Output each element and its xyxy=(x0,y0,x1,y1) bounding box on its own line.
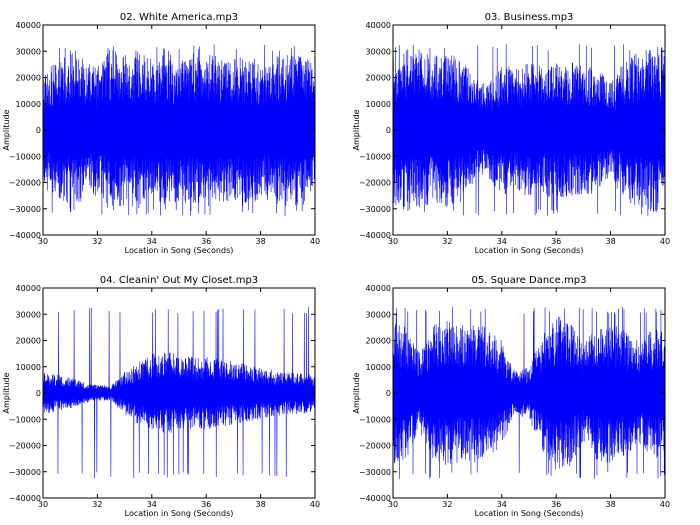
y-tick-label: 20000 xyxy=(366,74,391,83)
x-axis-label: Location in Song (Seconds) xyxy=(475,509,584,518)
y-tick-label: −10000 xyxy=(9,415,41,424)
waveform-line xyxy=(42,44,316,216)
x-axis-label: Location in Song (Seconds) xyxy=(125,246,234,255)
x-tick-label: 38 xyxy=(256,237,266,246)
y-tick-label: 20000 xyxy=(16,74,41,83)
y-tick-label: 40000 xyxy=(16,21,41,30)
y-tick-label: −30000 xyxy=(359,205,391,214)
x-tick-label: 40 xyxy=(660,500,670,509)
waveform-line xyxy=(42,307,316,479)
x-tick-label: 34 xyxy=(147,500,157,509)
waveform-line xyxy=(392,307,666,479)
y-tick-label: 30000 xyxy=(366,310,391,319)
y-tick-label: 30000 xyxy=(16,310,41,319)
y-tick-label: −30000 xyxy=(9,468,41,477)
x-tick-label: 32 xyxy=(442,500,452,509)
x-axis-label: Location in Song (Seconds) xyxy=(125,509,234,518)
y-tick-label: 30000 xyxy=(16,47,41,56)
subplot-2: 03. Business.mp3 30 32 34 36 38 40 −40000 −30000… xyxy=(352,12,670,255)
subplot-title: 04. Cleanin' Out My Closet.mp3 xyxy=(100,275,258,286)
y-tick-label: −30000 xyxy=(9,205,41,214)
subplot-title: 05. Square Dance.mp3 xyxy=(472,275,587,286)
y-tick-label: 0 xyxy=(36,126,41,135)
x-tick-label: 40 xyxy=(310,237,320,246)
y-tick-label: −40000 xyxy=(359,494,391,503)
y-tick-label: −10000 xyxy=(9,152,41,161)
y-tick-label: −10000 xyxy=(359,415,391,424)
x-tick-label: 32 xyxy=(92,500,102,509)
x-tick-label: 36 xyxy=(551,237,561,246)
subplot-3: 04. Cleanin' Out My Closet.mp3 30 32 34 36 38… xyxy=(2,275,320,518)
y-tick-label: −20000 xyxy=(359,442,391,451)
y-tick-label: 10000 xyxy=(16,363,41,372)
y-tick-label: 0 xyxy=(386,126,391,135)
y-axis-label: Amplitude xyxy=(2,372,11,413)
x-tick-label: 36 xyxy=(201,237,211,246)
y-axis-label: Amplitude xyxy=(352,372,361,413)
x-tick-label: 30 xyxy=(38,237,48,246)
x-tick-label: 40 xyxy=(310,500,320,509)
x-tick-label: 36 xyxy=(551,500,561,509)
subplot-title: 02. White America.mp3 xyxy=(120,12,238,23)
x-tick-label: 40 xyxy=(660,237,670,246)
y-tick-label: −20000 xyxy=(359,179,391,188)
subplot-4: 05. Square Dance.mp3 30 32 34 36 38 40 −40000 −3… xyxy=(352,275,670,518)
y-tick-label: 10000 xyxy=(16,100,41,109)
y-tick-label: −40000 xyxy=(359,231,391,240)
subplot-1: 02. White America.mp3 30 32 34 36 38 40 −40000 −… xyxy=(2,12,320,255)
x-tick-label: 30 xyxy=(388,500,398,509)
x-tick-label: 34 xyxy=(497,237,507,246)
x-tick-label: 38 xyxy=(606,237,616,246)
y-tick-label: 20000 xyxy=(16,337,41,346)
y-tick-label: 40000 xyxy=(366,21,391,30)
y-tick-label: −20000 xyxy=(9,179,41,188)
y-tick-label: 20000 xyxy=(366,337,391,346)
y-tick-label: −40000 xyxy=(9,231,41,240)
y-tick-label: 10000 xyxy=(366,363,391,372)
x-tick-label: 38 xyxy=(256,500,266,509)
x-axis-label: Location in Song (Seconds) xyxy=(475,246,584,255)
x-tick-label: 32 xyxy=(442,237,452,246)
x-tick-label: 34 xyxy=(497,500,507,509)
y-tick-label: 0 xyxy=(36,389,41,398)
waveform-line xyxy=(392,44,666,216)
y-axis-label: Amplitude xyxy=(2,109,11,150)
y-tick-label: −10000 xyxy=(359,152,391,161)
y-tick-label: −20000 xyxy=(9,442,41,451)
y-tick-label: 40000 xyxy=(16,284,41,293)
y-tick-label: −40000 xyxy=(9,494,41,503)
x-tick-label: 38 xyxy=(606,500,616,509)
subplot-title: 03. Business.mp3 xyxy=(485,12,574,23)
x-tick-label: 30 xyxy=(38,500,48,509)
y-tick-label: −30000 xyxy=(359,468,391,477)
x-tick-label: 36 xyxy=(201,500,211,509)
y-tick-label: 0 xyxy=(386,389,391,398)
y-tick-label: 10000 xyxy=(366,100,391,109)
y-tick-label: 30000 xyxy=(366,47,391,56)
x-tick-label: 30 xyxy=(388,237,398,246)
y-tick-label: 40000 xyxy=(366,284,391,293)
y-axis-label: Amplitude xyxy=(352,109,361,150)
x-tick-label: 34 xyxy=(147,237,157,246)
x-tick-label: 32 xyxy=(92,237,102,246)
